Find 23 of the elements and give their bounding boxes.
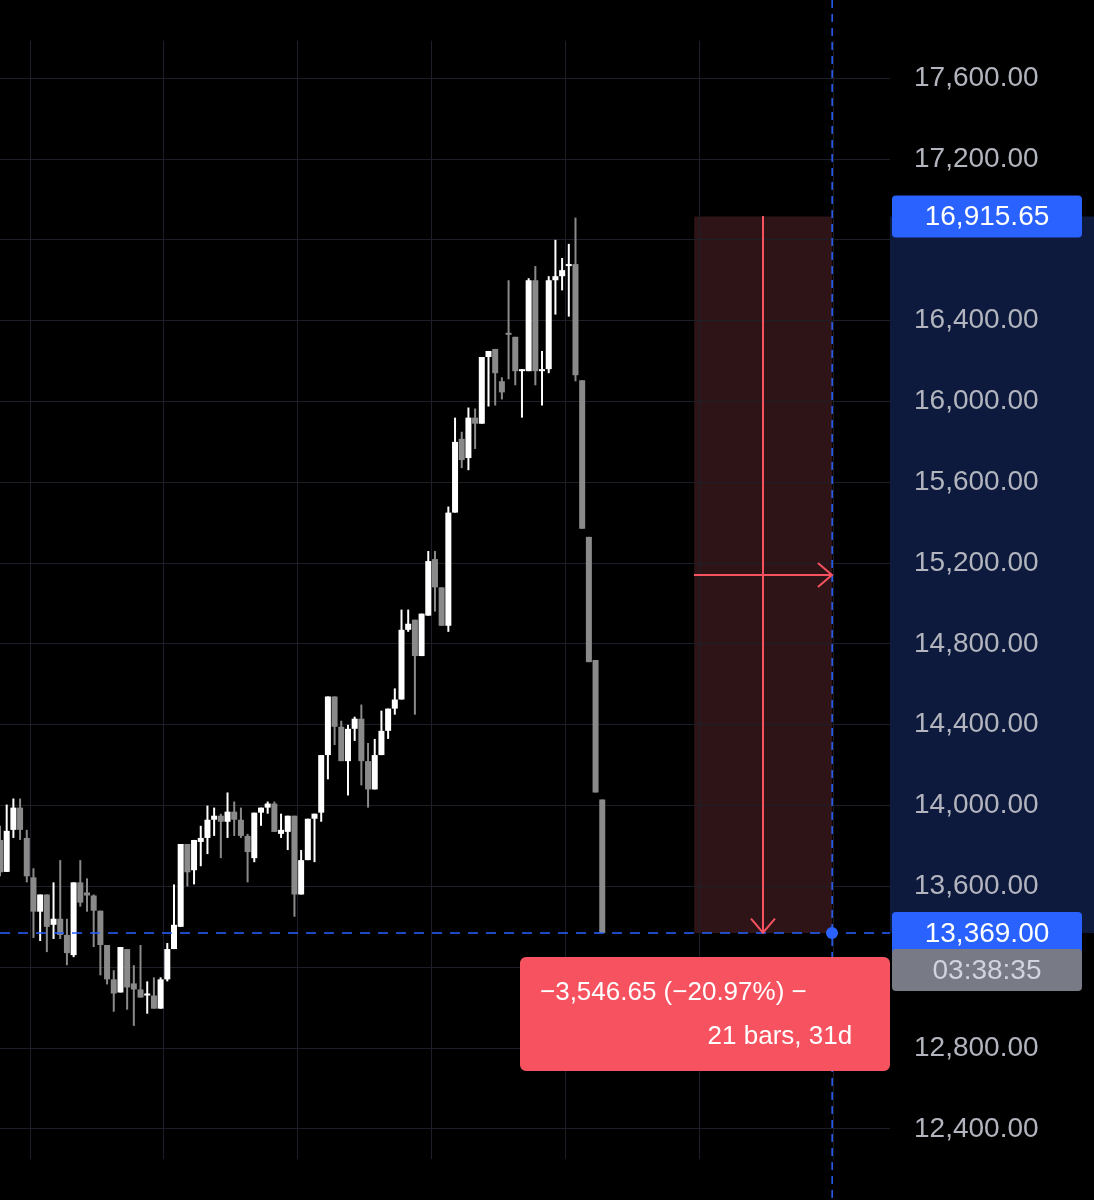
candlestick: [485, 350, 492, 407]
y-tick-label: 12,800.00: [914, 1030, 1039, 1062]
candlestick: [552, 239, 559, 315]
annotation: 21 bars, 31d: [707, 1020, 853, 1051]
candlestick: [539, 350, 546, 406]
y-tick-label: 17,600.00: [914, 60, 1039, 92]
y-tick-label: 16,400.00: [914, 303, 1039, 335]
annotation: −3,546.65 (−20.97%) −: [540, 976, 807, 1007]
y-tick-label: 14,400.00: [914, 707, 1039, 739]
y-tick-label: 12,400.00: [914, 1111, 1039, 1143]
y-tick-label: 14,000.00: [914, 788, 1039, 820]
y-tick-label: 15,600.00: [914, 465, 1039, 497]
candlestick: [505, 280, 512, 380]
ref-line-label: 13,369.00: [924, 916, 1050, 948]
y-tick-label: 13,600.00: [914, 869, 1039, 901]
candlestick: [144, 981, 151, 1014]
text: 16,915.65: [924, 200, 1050, 232]
y-tick-label: 15,200.00: [914, 545, 1039, 577]
y-tick-label: 16,000.00: [914, 384, 1039, 416]
text: 03:38:35: [932, 953, 1042, 985]
y-tick-label: 17,200.00: [914, 141, 1039, 173]
y-tick-label: 14,800.00: [914, 626, 1039, 658]
candlestick: [565, 243, 572, 317]
